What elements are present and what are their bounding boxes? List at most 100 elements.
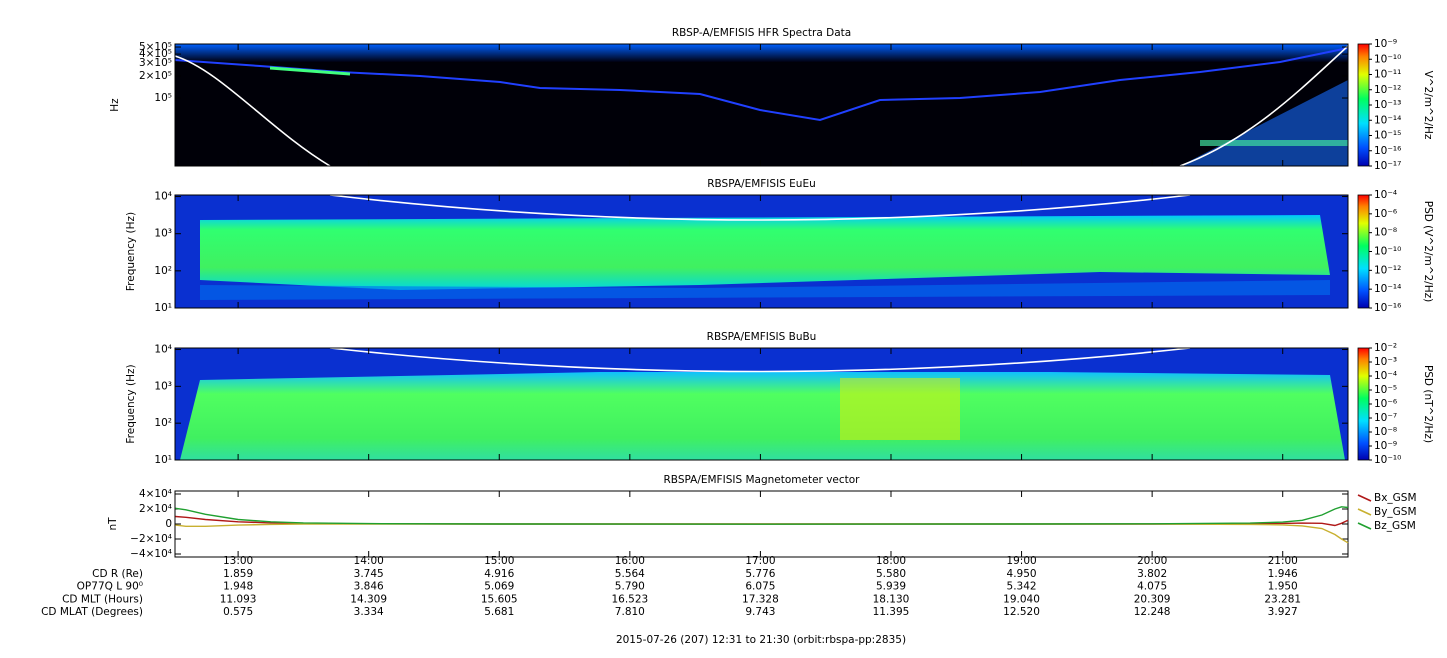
colorbar-tick-label: 10⁻¹⁰ <box>1374 454 1401 466</box>
ephemeris-value: 5.790 <box>615 581 645 593</box>
ephemeris-value: 14.309 <box>350 593 387 605</box>
x-tick-label: 19:00 <box>1006 555 1036 567</box>
ephemeris-value: 4.075 <box>1137 581 1167 593</box>
y-tick-label: 0 <box>165 518 172 530</box>
ephemeris-value: 0.575 <box>223 606 253 618</box>
y-tick-label: 10² <box>154 417 172 429</box>
ephemeris-label: CD R (Re) <box>92 568 143 580</box>
ephemeris-value: 1.946 <box>1268 568 1298 580</box>
ephemeris-value: 17.328 <box>742 593 779 605</box>
y-tick-label: −4×10⁴ <box>130 548 172 560</box>
ephemeris-value: 1.950 <box>1268 581 1298 593</box>
ephemeris-value: 12.520 <box>1003 606 1040 618</box>
ephemeris-value: 20.309 <box>1134 593 1171 605</box>
y-tick-label: 10⁴ <box>154 191 172 203</box>
bubu-spectrogram-image <box>175 347 1348 460</box>
y-axis-label: Frequency (Hz) <box>125 364 137 443</box>
y-tick-label: 2×10⁵ <box>139 70 172 82</box>
y-tick-label: 10⁴ <box>154 344 172 356</box>
colorbar-tick-label: 10⁻⁶ <box>1374 398 1397 410</box>
colorbar-tick-label: 10⁻¹³ <box>1374 99 1401 111</box>
colorbar-tick-label: 10⁻² <box>1374 342 1397 354</box>
panel-frame <box>174 194 1349 309</box>
ephemeris-value: 5.342 <box>1007 581 1037 593</box>
y-tick-label: 10⁵ <box>154 92 172 104</box>
ephemeris-value: 7.810 <box>615 606 645 618</box>
colorbar <box>1357 194 1370 309</box>
colorbar-tick-label: 10⁻¹⁵ <box>1374 130 1401 142</box>
panel-title: RBSPA/EMFISIS BuBu <box>707 331 817 343</box>
y-tick-label: 5×10⁵ <box>139 41 172 53</box>
ephemeris-value: 5.776 <box>745 568 775 580</box>
colorbar-tick-label: 10⁻⁴ <box>1374 189 1397 201</box>
legend-swatch <box>1357 522 1372 530</box>
colorbar-tick-label: 10⁻⁷ <box>1374 412 1397 424</box>
colorbar-tick-label: 10⁻¹² <box>1374 84 1401 96</box>
colorbar-tick-label: 10⁻¹⁰ <box>1374 246 1401 258</box>
ephemeris-value: 18.130 <box>873 593 910 605</box>
x-tick-label: 20:00 <box>1137 555 1167 567</box>
ephemeris-value: 4.916 <box>484 568 514 580</box>
panel-frame <box>174 43 1349 167</box>
ephemeris-value: 5.580 <box>876 568 906 580</box>
y-axis-label: Hz <box>109 98 121 112</box>
panel-title: RBSPA/EMFISIS EuEu <box>707 178 816 190</box>
x-tick-label: 14:00 <box>354 555 384 567</box>
ephemeris-value: 11.395 <box>873 606 910 618</box>
colorbar-label: PSD (V^2/m^2/Hz) <box>1422 201 1434 302</box>
y-tick-label: 10³ <box>154 380 172 392</box>
ephemeris-value: 3.334 <box>354 606 384 618</box>
legend-swatch <box>1357 494 1372 502</box>
x-tick-label: 13:00 <box>223 555 253 567</box>
legend-label: Bx_GSM <box>1374 492 1417 504</box>
y-tick-label: 10³ <box>154 228 172 240</box>
ephemeris-value: 15.605 <box>481 593 518 605</box>
ephemeris-label: CD MLAT (Degrees) <box>41 606 143 618</box>
y-tick-label: 4×10⁵ <box>139 48 172 60</box>
footer: 2015-07-26 (207) 12:31 to 21:30 (orbit:r… <box>616 634 906 646</box>
eueu-spectrogram-image <box>175 194 1348 308</box>
y-tick-label: 4×10⁴ <box>139 488 172 500</box>
ephemeris-value: 3.745 <box>354 568 384 580</box>
x-tick-label: 15:00 <box>484 555 514 567</box>
ephemeris-value: 1.859 <box>223 568 253 580</box>
colorbar-tick-label: 10⁻³ <box>1374 356 1397 368</box>
y-tick-label: 10¹ <box>154 454 172 466</box>
panel-title: RBSPA/EMFISIS Magnetometer vector <box>664 474 861 486</box>
colorbar-tick-label: 10⁻¹⁴ <box>1374 114 1401 126</box>
colorbar-tick-label: 10⁻¹⁷ <box>1374 160 1401 172</box>
ephemeris-value: 3.802 <box>1137 568 1167 580</box>
colorbar-tick-label: 10⁻⁴ <box>1374 370 1397 382</box>
ephemeris-value: 19.040 <box>1003 593 1040 605</box>
colorbar-tick-label: 10⁻⁸ <box>1374 227 1397 239</box>
ephemeris-value: 4.950 <box>1007 568 1037 580</box>
x-tick-label: 17:00 <box>745 555 775 567</box>
x-tick-label: 16:00 <box>615 555 645 567</box>
ephemeris-value: 5.564 <box>615 568 645 580</box>
colorbar-tick-label: 10⁻¹² <box>1374 264 1401 276</box>
panel-frame <box>174 490 1349 558</box>
y-tick-label: −2×10⁴ <box>130 533 172 545</box>
x-tick-label: 18:00 <box>876 555 906 567</box>
legend-label: Bz_GSM <box>1374 520 1416 532</box>
x-tick-label: 21:00 <box>1268 555 1298 567</box>
colorbar-tick-label: 10⁻⁶ <box>1374 208 1397 220</box>
ephemeris-value: 3.846 <box>354 581 384 593</box>
y-axis-label: nT <box>107 517 119 531</box>
colorbar-label: V^2/m^2/Hz <box>1422 71 1434 140</box>
ephemeris-value: 16.523 <box>611 593 648 605</box>
hfr-spectrogram-image <box>174 44 1349 167</box>
colorbar-tick-label: 10⁻¹¹ <box>1374 69 1401 81</box>
y-tick-label: 10² <box>154 265 172 277</box>
colorbar-tick-label: 10⁻⁹ <box>1374 38 1397 50</box>
colorbar <box>1357 43 1370 167</box>
ephemeris-value: 9.743 <box>745 606 775 618</box>
colorbar-tick-label: 10⁻¹⁴ <box>1374 283 1401 295</box>
ephemeris-value: 5.069 <box>484 581 514 593</box>
ephemeris-value: 6.075 <box>745 581 775 593</box>
colorbar <box>1357 347 1370 461</box>
y-axis-label: Frequency (Hz) <box>125 212 137 291</box>
colorbar-label: PSD (nT^2/Hz) <box>1422 365 1434 443</box>
ephemeris-value: 3.927 <box>1268 606 1298 618</box>
panel-title: RBSP-A/EMFISIS HFR Spectra Data <box>672 27 851 39</box>
